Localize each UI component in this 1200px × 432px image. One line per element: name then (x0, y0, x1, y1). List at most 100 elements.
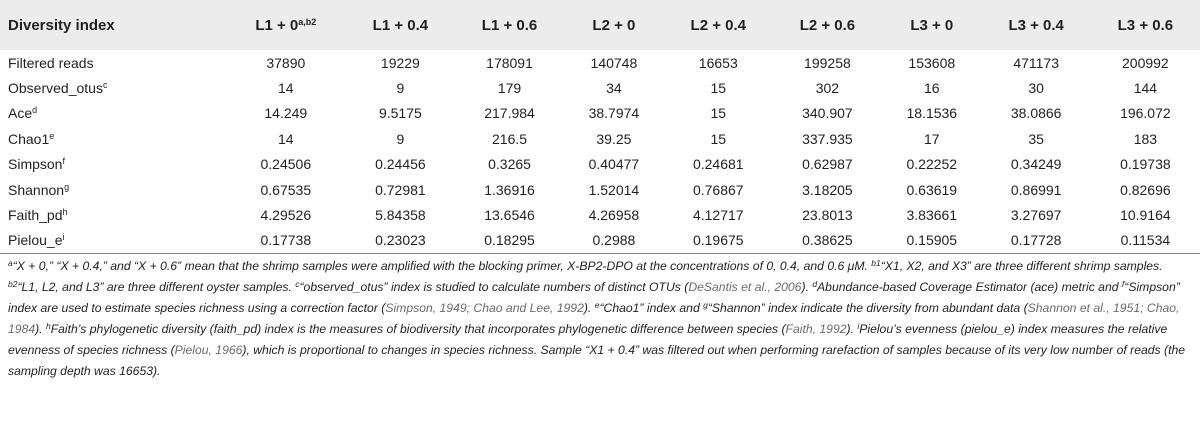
row-label-text: Ace (8, 105, 33, 122)
table-cell: 0.62987 (802, 156, 853, 173)
table-cell: 3.83661 (906, 207, 958, 224)
row-label-superscript: h (62, 207, 68, 218)
column-header-superscript: a,b2 (298, 16, 317, 27)
column-header-label: L3 + 0 (910, 16, 954, 34)
table-cell: 13.6546 (484, 207, 535, 224)
table-cell: 144 (1133, 80, 1158, 97)
table-cell: 0.15905 (881, 227, 982, 254)
footnote-citation: Pielou, 1966 (174, 343, 243, 357)
table-cell: 15 (710, 80, 727, 97)
footnote-text: ). (801, 280, 813, 294)
table-cell: 38.7974 (588, 105, 640, 122)
footnote-marker: d (812, 279, 818, 289)
table-cell: 1.52014 (588, 181, 640, 198)
table-cell: 217.984 (484, 105, 535, 122)
footnote-text: Abundance-based Coverage Estimator (ace)… (817, 280, 1122, 294)
column-header: L1 + 0.6 (455, 0, 564, 50)
table-cell: 30 (1028, 80, 1044, 97)
table-cell: 14 (278, 130, 294, 147)
footnote-text: ). (583, 301, 595, 315)
column-header-label: L1 + 0.6 (481, 16, 538, 34)
table-cell: 35 (1028, 130, 1044, 147)
footnote-text: ). (846, 322, 858, 336)
table-cell: 19229 (380, 54, 420, 71)
column-header: L1 + 0a,b2 (226, 0, 346, 50)
table-cell: 37890 (266, 54, 306, 71)
footnote-text: “Shannon” index indicate the diversity f… (707, 301, 1028, 315)
row-label-superscript: c (102, 80, 108, 91)
row-label-text: Shannon (8, 181, 65, 198)
table-cell: 0.17728 (981, 227, 1091, 254)
table-cell: 337.935 (802, 130, 853, 147)
footnote-text: “observed_otus” index is studied to calc… (299, 280, 689, 294)
table-row: Observed_otusc 14 9 179 34 15 302 16 30 144 (0, 75, 1200, 100)
row-label: Chao1e (0, 126, 226, 151)
table-row: Chao1e 14 9 216.5 39.25 15 337.935 17 35 183 (0, 126, 1200, 151)
footnote-text: Faith’s phylogenetic diversity (faith_pd… (50, 322, 786, 336)
footnote-marker: c (295, 279, 300, 289)
table-row: Shannong 0.67535 0.72981 1.36916 1.52014 0.76… (0, 177, 1200, 202)
footnote-text: “L1, L2, and L3” are three different oys… (17, 280, 296, 294)
table-cell: 178091 (486, 54, 533, 71)
table-cell: 200992 (1122, 54, 1169, 71)
column-header: L3 + 0.4 (982, 0, 1091, 50)
table-cell: 0.11534 (1090, 227, 1200, 254)
diversity-table: Diversity index L1 + 0a,b2 L1 + 0.4 L1 + 0… (0, 0, 1200, 254)
row-label-superscript: f (62, 156, 65, 167)
table-cell: 0.24506 (260, 156, 312, 173)
table-cell: 153608 (908, 54, 956, 71)
table-cell: 216.5 (492, 130, 528, 147)
row-label-text: Simpson (8, 156, 63, 173)
table-cell: 4.12717 (692, 207, 744, 224)
table-cell: 3.27697 (1010, 207, 1062, 224)
table-row: Pielou_ei 0.17738 0.23023 0.18295 0.2988 0.19… (0, 227, 1200, 254)
row-label-superscript: d (32, 105, 38, 116)
table-cell: 196.072 (1120, 105, 1171, 122)
column-header: L2 + 0.6 (773, 0, 882, 50)
table-cell: 140748 (590, 54, 638, 71)
footnote-marker: e (594, 300, 600, 310)
footnote-marker: a (8, 258, 13, 268)
table-cell: 0.3265 (488, 156, 531, 173)
table-cell: 14.249 (264, 105, 308, 122)
footnote-citation: Shannon et al., 1951; Chao, 1984 (8, 301, 1180, 336)
table-row: Aced 14.249 9.5175 217.984 38.7974 15 340.907 1… (0, 101, 1200, 126)
row-label-text: Observed_otus (8, 80, 103, 97)
footnote-marker: b1 (871, 258, 881, 268)
table-cell: 0.2988 (564, 227, 664, 254)
table-cell: 0.86991 (1010, 181, 1062, 198)
row-label: Simpsonf (0, 152, 226, 177)
column-header-label: L1 + 0 (255, 16, 299, 34)
column-header: L3 + 0.6 (1091, 0, 1200, 50)
footnote-citation: DeSantis et al., 2006 (688, 280, 802, 294)
footnote-text: “X + 0,” “X + 0.4,” and “X + 0.6” mean t… (12, 259, 872, 273)
table-cell: 0.24456 (375, 156, 426, 173)
column-header-label: L3 + 0.6 (1117, 16, 1174, 34)
column-header-label: L2 + 0 (592, 16, 636, 34)
table-cell: 16 (924, 80, 940, 97)
table-cell: 0.22252 (906, 156, 958, 173)
footnote-text: “X1, X2, and X3” are three different shr… (880, 259, 1163, 273)
table-cell: 179 (497, 80, 522, 97)
footnote-citation: Simpson, 1949; Chao and Lee, 1992 (385, 301, 584, 315)
table-footnotes: a“X + 0,” “X + 0.4,” and “X + 0.6” mean … (8, 256, 1192, 382)
table-cell: 9.5175 (378, 105, 422, 122)
table-cell: 15 (710, 105, 727, 122)
column-header-label: L2 + 0.4 (690, 16, 746, 34)
table-cell: 23.8013 (802, 207, 853, 224)
row-label-text: Pielou_e (8, 232, 63, 249)
table-cell: 4.26958 (588, 207, 640, 224)
table-cell: 471173 (1013, 54, 1059, 71)
table-cell: 0.19738 (1120, 156, 1171, 173)
table-cell: 9 (396, 130, 405, 147)
table-cell: 39.25 (596, 130, 632, 147)
footnote-text: ), which is proportional to changes in s… (8, 343, 1186, 378)
header-label: Diversity index (8, 16, 115, 34)
column-header: L2 + 0 (564, 0, 664, 50)
column-header: L1 + 0.4 (346, 0, 455, 50)
row-label: Observed_otusc (0, 75, 226, 100)
row-label-text: Chao1 (8, 130, 50, 147)
table-cell: 14 (278, 80, 294, 97)
footnote-marker: g (703, 300, 708, 310)
table-cell: 183 (1133, 130, 1158, 147)
